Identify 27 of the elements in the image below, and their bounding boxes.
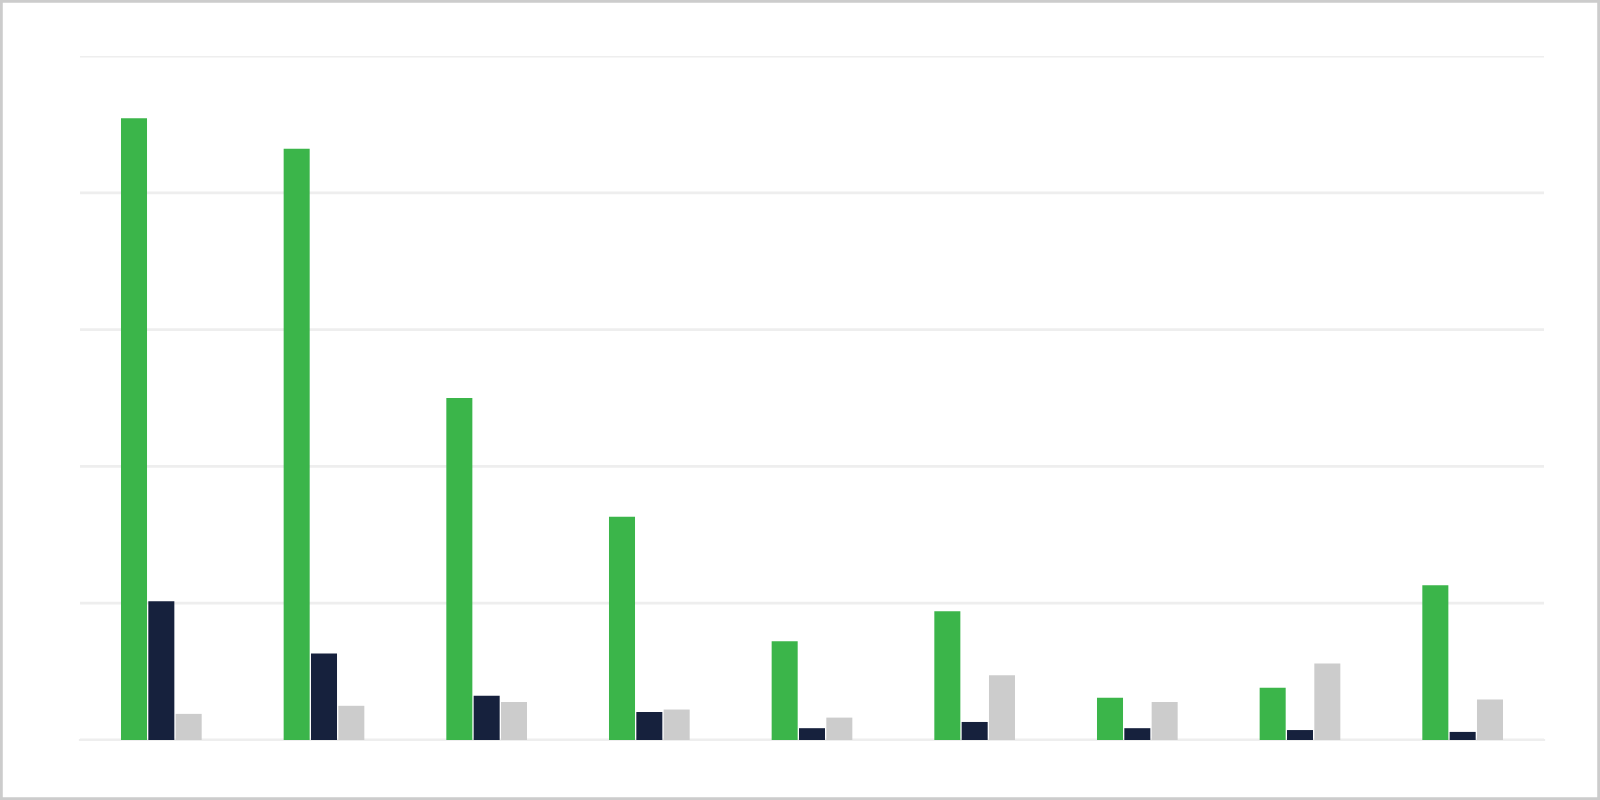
bar — [1096, 697, 1124, 740]
bar — [988, 675, 1016, 740]
bar — [1286, 730, 1314, 740]
bar — [500, 702, 528, 740]
bar — [934, 611, 961, 740]
bar — [446, 398, 473, 740]
bar — [120, 118, 148, 740]
bar — [148, 601, 175, 740]
bar — [1476, 699, 1504, 740]
bar — [283, 148, 310, 740]
bar — [310, 653, 338, 740]
bar — [338, 705, 365, 740]
bar — [636, 712, 663, 740]
bar — [1314, 663, 1341, 740]
bar — [798, 728, 826, 740]
bar — [663, 709, 690, 740]
bar — [1151, 702, 1178, 740]
bar — [826, 717, 853, 740]
bar — [1259, 687, 1286, 740]
bar — [1422, 585, 1449, 740]
bar — [175, 713, 202, 740]
bar — [608, 516, 636, 740]
bar — [1124, 728, 1151, 740]
bar — [961, 721, 988, 740]
bar — [473, 695, 500, 740]
bar — [771, 641, 798, 740]
bar — [1449, 731, 1476, 740]
